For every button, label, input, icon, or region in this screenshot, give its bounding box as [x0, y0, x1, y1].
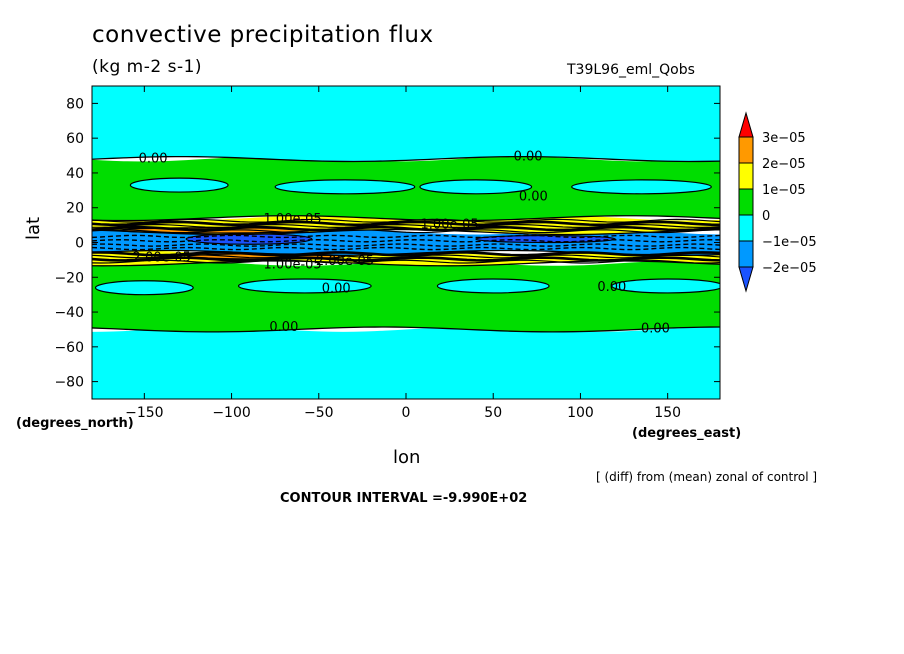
x-tick-label-1: −100 — [212, 405, 250, 421]
x-units-note: (degrees_east) — [632, 426, 742, 441]
contour-label-10: 0.00 — [269, 320, 298, 335]
contour-blob-1 — [274, 179, 416, 195]
contour-label-7: 2.00e-05 — [316, 254, 374, 269]
contour-blob-6 — [436, 278, 550, 294]
contour-blob-7 — [611, 278, 720, 294]
band-0 — [92, 327, 720, 399]
x-tick-label-6: 150 — [654, 405, 681, 421]
dense-contour-7 — [92, 256, 720, 262]
dashed-contour-0 — [92, 234, 720, 239]
contour-blob-8 — [185, 233, 313, 245]
contour-line-6 — [92, 155, 720, 163]
colorbar-segment-2 — [738, 162, 754, 190]
dense-contour-5 — [92, 251, 720, 257]
chart-units: (kg m-2 s-1) — [92, 57, 203, 77]
x-tick-label-4: 50 — [484, 405, 502, 421]
colorbar-segment-4 — [738, 214, 754, 242]
band-6 — [92, 86, 720, 162]
contour-label-9: 0.00 — [597, 280, 626, 295]
colorbar-segment-1 — [738, 136, 754, 164]
contour-label-5: 2.00e-05 — [133, 250, 191, 265]
colorbar-label-0: 3e−05 — [762, 131, 806, 146]
y-tick-label-4: 0 — [75, 236, 84, 252]
contour-blob-4 — [94, 280, 194, 296]
y-tick-label-3: 20 — [66, 201, 84, 217]
diff-note: [ (diff) from (mean) zonal of control ] — [596, 470, 818, 484]
y-tick-label-6: −40 — [54, 305, 84, 321]
colorbar-label-2: 1e−05 — [762, 183, 806, 198]
contour-blob-9 — [475, 234, 616, 244]
band-1 — [92, 260, 720, 332]
colorbar-label-4: −1e−05 — [762, 235, 817, 250]
dense-contour-1 — [92, 220, 720, 227]
y-tick-label-5: −20 — [54, 270, 84, 286]
contour-label-3: 1.00e-05 — [264, 212, 322, 227]
x-tick-label-2: −50 — [304, 405, 334, 421]
y-tick-label-2: 40 — [66, 166, 84, 182]
contour-blob-3 — [571, 179, 712, 195]
contour-blob-5 — [237, 278, 372, 294]
colorbar-bottom-arrow — [738, 266, 754, 293]
colorbar-label-1: 2e−05 — [762, 157, 806, 172]
contour-label-6: 1.00e-05 — [264, 257, 322, 272]
x-tick-label-5: 100 — [567, 405, 594, 421]
x-tick-label-3: 0 — [402, 405, 411, 421]
x-tick-label-0: −150 — [125, 405, 163, 421]
contour-label-2: 0.00 — [519, 190, 548, 205]
dense-contour-6 — [92, 254, 720, 259]
y-axis-label: lat — [23, 216, 44, 240]
run-id: T39L96_eml_Qobs — [567, 62, 695, 78]
contour-line-5 — [92, 215, 720, 222]
y-units-note: (degrees_north) — [16, 416, 134, 431]
y-tick-label-0: 80 — [66, 96, 84, 112]
colorbar-label-5: −2e−05 — [762, 261, 817, 276]
y-tick-label-8: −80 — [54, 375, 84, 391]
dense-contour-8 — [92, 259, 720, 264]
contour-line-1 — [92, 326, 720, 333]
x-axis-label: lon — [393, 447, 421, 468]
plot-area: 0.00 0.000.001.00e-05 1.00e-052.00e-05 1.00… — [92, 86, 720, 399]
contour-blob-2 — [419, 179, 533, 195]
chart-title: convective precipitation flux — [92, 22, 434, 48]
colorbar-segment-3 — [738, 188, 754, 216]
contour-label-8: 0.00 — [322, 282, 351, 297]
colorbar-segment-5 — [738, 240, 754, 268]
dashed-contour-1 — [92, 239, 720, 243]
dense-contour-3 — [92, 225, 720, 232]
dashed-contour-3 — [92, 246, 720, 251]
contour-label-1: 0.00 — [514, 150, 543, 165]
dashed-contour-2 — [92, 243, 720, 247]
colorbar-label-3: 0 — [762, 209, 770, 224]
y-tick-label-1: 60 — [66, 131, 84, 147]
y-tick-label-7: −60 — [54, 340, 84, 356]
contour-label-4: 1.00e-05 — [421, 217, 479, 232]
contour-label-0: 0.00 — [139, 151, 168, 166]
contour-blob-0 — [129, 177, 229, 193]
dense-contour-2 — [92, 223, 720, 228]
colorbar-top-arrow — [738, 111, 754, 138]
contour-interval: CONTOUR INTERVAL =-9.990E+02 — [280, 491, 528, 506]
dense-contour-0 — [92, 218, 720, 223]
contour-label-11: 0.00 — [641, 322, 670, 337]
dense-contour-4 — [92, 229, 720, 234]
